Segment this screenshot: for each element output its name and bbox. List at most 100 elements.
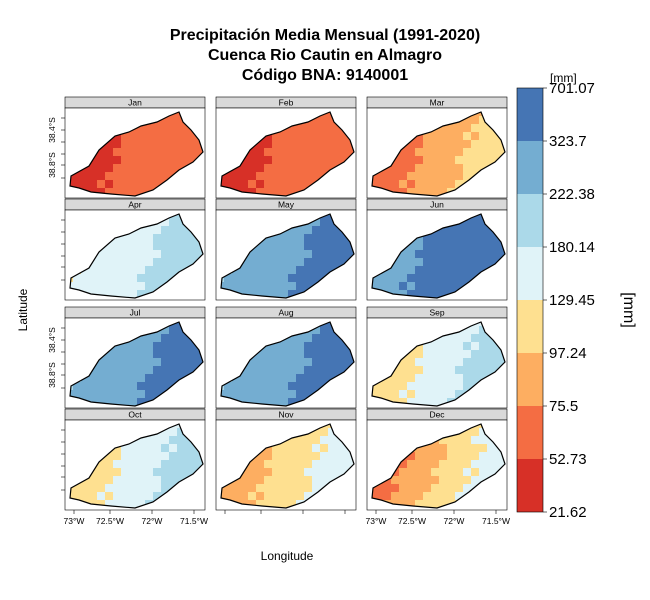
precip-cell bbox=[423, 444, 431, 452]
precip-cell bbox=[280, 156, 288, 164]
precip-cell bbox=[256, 374, 264, 382]
precip-cell bbox=[487, 452, 495, 460]
precip-cell bbox=[121, 242, 129, 250]
precip-cell bbox=[312, 226, 320, 234]
panel-title: Aug bbox=[278, 308, 293, 318]
precip-cell bbox=[153, 250, 161, 258]
precip-cell bbox=[320, 156, 328, 164]
precip-cell bbox=[201, 358, 203, 366]
precip-cell bbox=[272, 350, 280, 358]
precip-cell bbox=[161, 234, 169, 242]
precip-cell bbox=[344, 242, 352, 250]
precip-cell bbox=[487, 468, 495, 476]
precip-cell bbox=[455, 382, 463, 390]
precip-cell bbox=[153, 358, 161, 366]
precip-cell bbox=[296, 366, 304, 374]
precip-cell bbox=[113, 148, 121, 156]
precip-cell bbox=[177, 124, 185, 132]
precip-cell bbox=[431, 180, 439, 188]
precip-cell bbox=[296, 436, 304, 444]
precip-cell bbox=[280, 274, 288, 282]
precip-cell bbox=[407, 366, 415, 374]
precip-cell bbox=[503, 250, 505, 258]
precip-cell bbox=[304, 342, 312, 350]
precip-cell bbox=[121, 484, 129, 492]
precip-cell bbox=[399, 484, 407, 492]
precip-cell bbox=[240, 274, 248, 282]
precip-cell bbox=[264, 350, 272, 358]
precip-cell bbox=[240, 374, 248, 382]
precip-cell bbox=[73, 492, 81, 500]
precip-cell bbox=[129, 358, 137, 366]
precip-cell bbox=[137, 452, 145, 460]
precip-cell bbox=[193, 350, 201, 358]
precip-cell bbox=[161, 468, 169, 476]
precip-cell bbox=[391, 266, 399, 274]
precip-cell bbox=[296, 266, 304, 274]
precip-cell bbox=[487, 132, 495, 140]
precip-cell bbox=[113, 282, 121, 290]
precip-cell bbox=[137, 468, 145, 476]
colorbar-tick-label: 323.7 bbox=[549, 133, 587, 150]
precip-cell bbox=[487, 358, 495, 366]
precip-cell bbox=[328, 116, 336, 124]
precip-cell bbox=[145, 382, 153, 390]
precip-cell bbox=[288, 274, 296, 282]
precip-cell bbox=[169, 366, 177, 374]
panel-title: Jun bbox=[430, 200, 444, 210]
precip-cell bbox=[447, 342, 455, 350]
precip-cell bbox=[272, 258, 280, 266]
precip-cell bbox=[304, 452, 312, 460]
precip-cell bbox=[129, 374, 137, 382]
precip-cell bbox=[161, 164, 169, 172]
precip-cell bbox=[439, 124, 447, 132]
precip-cell bbox=[264, 460, 272, 468]
precip-cell bbox=[463, 334, 471, 342]
precip-cell bbox=[177, 250, 185, 258]
precip-cell bbox=[201, 250, 203, 258]
precip-cell bbox=[495, 250, 503, 258]
precip-cell bbox=[161, 156, 169, 164]
precip-cell bbox=[296, 148, 304, 156]
precip-cell bbox=[312, 242, 320, 250]
precip-cell bbox=[431, 444, 439, 452]
precip-cell bbox=[248, 188, 256, 196]
precip-cell bbox=[201, 148, 203, 156]
precip-cell bbox=[439, 476, 447, 484]
precip-cell bbox=[415, 492, 423, 500]
precip-cell bbox=[415, 460, 423, 468]
precip-cell bbox=[439, 148, 447, 156]
precip-cell bbox=[256, 180, 264, 188]
precip-cell bbox=[161, 444, 169, 452]
precip-cell bbox=[81, 382, 89, 390]
precip-cell bbox=[288, 164, 296, 172]
precip-cell bbox=[407, 452, 415, 460]
precip-cell bbox=[479, 250, 487, 258]
precip-cell bbox=[113, 452, 121, 460]
precip-cell bbox=[89, 476, 97, 484]
precip-cell bbox=[169, 164, 177, 172]
precip-cell bbox=[312, 132, 320, 140]
precip-cell bbox=[415, 172, 423, 180]
precip-cell bbox=[344, 148, 352, 156]
precip-cell bbox=[105, 140, 113, 148]
precip-cell bbox=[137, 444, 145, 452]
precip-cell bbox=[352, 358, 354, 366]
precip-cell bbox=[280, 452, 288, 460]
precip-cell bbox=[399, 476, 407, 484]
precip-cell bbox=[296, 374, 304, 382]
precip-cell bbox=[328, 250, 336, 258]
precip-cell bbox=[455, 358, 463, 366]
precip-cell bbox=[320, 476, 328, 484]
precip-cell bbox=[145, 242, 153, 250]
precip-cell bbox=[161, 476, 169, 484]
precip-cell bbox=[240, 266, 248, 274]
precip-cell bbox=[97, 468, 105, 476]
precip-cell bbox=[169, 342, 177, 350]
precip-cell bbox=[399, 398, 407, 406]
precip-cell bbox=[328, 366, 336, 374]
precip-cell bbox=[423, 258, 431, 266]
precip-cell bbox=[447, 172, 455, 180]
precip-cell bbox=[391, 382, 399, 390]
precip-cell bbox=[153, 476, 161, 484]
